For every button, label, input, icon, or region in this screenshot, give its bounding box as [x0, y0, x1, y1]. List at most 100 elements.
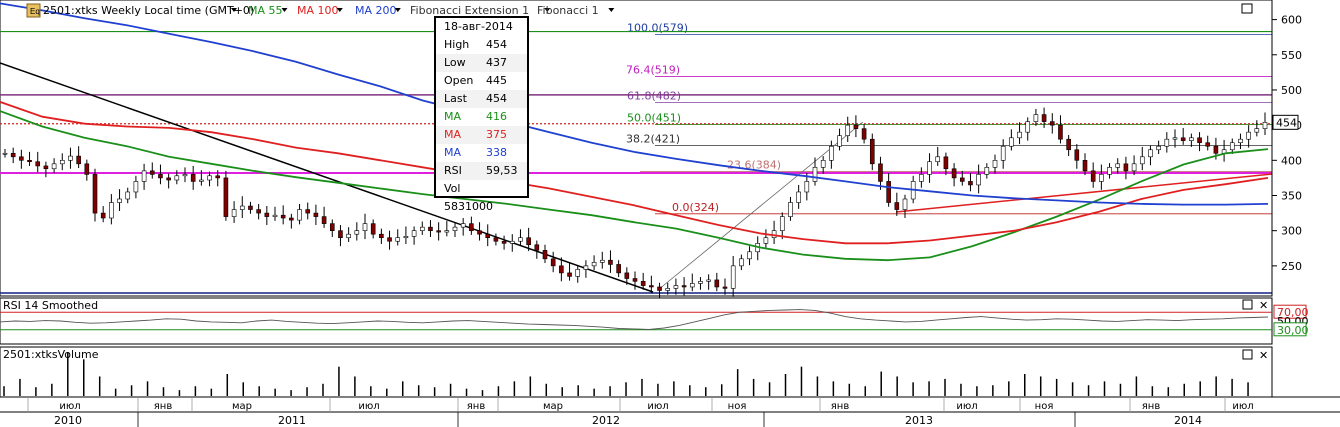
- volume-panel[interactable]: [0, 346, 1273, 398]
- candle: [395, 237, 401, 242]
- indicator-4[interactable]: Fibonacci 1: [537, 4, 599, 17]
- rsi-level-label: 30,00: [1277, 324, 1309, 337]
- volume-close-icon[interactable]: ✕: [1259, 349, 1268, 362]
- candle: [804, 181, 810, 193]
- candle: [1041, 114, 1047, 122]
- chart-title[interactable]: 2501:xtks Weekly Local time (GMT+0): [43, 4, 254, 17]
- info-row-open: Open 445: [436, 72, 527, 90]
- candle: [730, 265, 736, 289]
- indicator-0[interactable]: MA 55: [248, 4, 283, 17]
- candle: [1246, 131, 1251, 140]
- candle: [837, 135, 842, 147]
- candle: [223, 177, 229, 217]
- candle: [894, 202, 900, 210]
- info-value: 416: [486, 110, 507, 123]
- candle: [796, 191, 801, 203]
- candle: [19, 156, 24, 161]
- candle: [673, 285, 679, 289]
- candle: [166, 177, 171, 181]
- candle: [125, 191, 131, 200]
- candle: [231, 209, 237, 217]
- month-label: июл: [647, 401, 668, 412]
- ohlc-info-box: 18-авг-2014 High 454 Low 437 Open 445 Last 454 M…: [434, 16, 529, 213]
- candle: [820, 160, 826, 168]
- eq-icon[interactable]: [26, 3, 41, 18]
- info-key: MA: [444, 146, 462, 159]
- volume-layer: [3, 352, 1249, 396]
- candle: [109, 202, 114, 219]
- maximize-icon[interactable]: [1241, 3, 1253, 14]
- candle: [35, 161, 41, 167]
- price-panel[interactable]: [0, 0, 1273, 297]
- dropdown-icon[interactable]: [231, 8, 237, 12]
- candle: [158, 174, 163, 179]
- candle: [959, 177, 965, 182]
- candle: [1115, 163, 1121, 168]
- price-tick-label: 350: [1281, 189, 1302, 202]
- info-value: 437: [486, 56, 507, 69]
- volume-title[interactable]: 2501:xtksVolume: [3, 348, 99, 361]
- candle: [861, 128, 867, 140]
- info-key: Open: [444, 74, 474, 87]
- dropdown-icon[interactable]: [281, 8, 288, 12]
- info-row-last: Last 454: [436, 90, 527, 108]
- info-value: 454: [486, 92, 507, 105]
- candle: [419, 226, 425, 231]
- dropdown-icon[interactable]: [544, 8, 551, 12]
- fib-label: 0.0(324): [672, 201, 719, 214]
- rsi-title[interactable]: RSI 14 Smoothed: [3, 299, 98, 312]
- indicator-3[interactable]: Fibonacci Extension 1: [410, 4, 529, 17]
- rsi-panel[interactable]: [0, 297, 1273, 345]
- fib-extension-line[interactable]: [657, 121, 864, 291]
- year-label: 2014: [1174, 414, 1202, 427]
- fib-label: 38.2(421): [626, 133, 680, 146]
- candle: [493, 237, 499, 242]
- dropdown-icon[interactable]: [336, 8, 343, 12]
- candle: [567, 272, 572, 277]
- volume-maximize-icon[interactable]: [1242, 349, 1253, 360]
- indicator-2[interactable]: MA 200: [355, 4, 397, 17]
- candle: [829, 145, 834, 161]
- candle: [149, 170, 155, 175]
- candle: [1172, 137, 1178, 140]
- dropdown-icon[interactable]: [608, 8, 615, 12]
- month-label: июл: [1232, 401, 1253, 412]
- candle: [632, 278, 638, 282]
- indicator-1[interactable]: MA 100: [297, 4, 339, 17]
- candle: [1205, 142, 1211, 147]
- ma-line[interactable]: [0, 101, 1269, 245]
- info-key: MA: [444, 110, 462, 123]
- fib-label: 76.4(519): [626, 64, 680, 77]
- candle: [190, 174, 196, 182]
- candle: [706, 279, 711, 282]
- month-label: янв: [467, 401, 486, 412]
- candle: [1099, 174, 1104, 182]
- info-row-low: Low 437: [436, 54, 527, 72]
- candle: [1058, 124, 1063, 140]
- candle: [665, 288, 671, 291]
- candle: [739, 258, 744, 267]
- trend-line-red[interactable]: [895, 173, 1273, 213]
- rsi-close-icon[interactable]: ✕: [1259, 299, 1268, 312]
- candle: [501, 240, 507, 244]
- candle: [509, 240, 515, 244]
- rsi-maximize-icon[interactable]: [1242, 299, 1253, 310]
- candle: [248, 205, 253, 210]
- candle: [92, 174, 98, 214]
- candle: [256, 209, 261, 214]
- dropdown-icon[interactable]: [394, 8, 401, 12]
- candle: [575, 269, 581, 277]
- candle: [436, 230, 441, 233]
- ma-line[interactable]: [0, 2, 1269, 206]
- month-label: мар: [232, 401, 252, 412]
- candle: [272, 214, 278, 217]
- info-row-ma: MA 375: [436, 126, 527, 144]
- candle: [779, 216, 785, 231]
- candle: [681, 285, 687, 288]
- candle: [534, 244, 540, 251]
- candle: [714, 279, 720, 288]
- ma-line[interactable]: [0, 110, 1269, 262]
- candle: [477, 230, 482, 235]
- price-layer: 100.0(579) 76.4(519) 61.8(482) 50.0(451) 38.…: [0, 2, 1273, 299]
